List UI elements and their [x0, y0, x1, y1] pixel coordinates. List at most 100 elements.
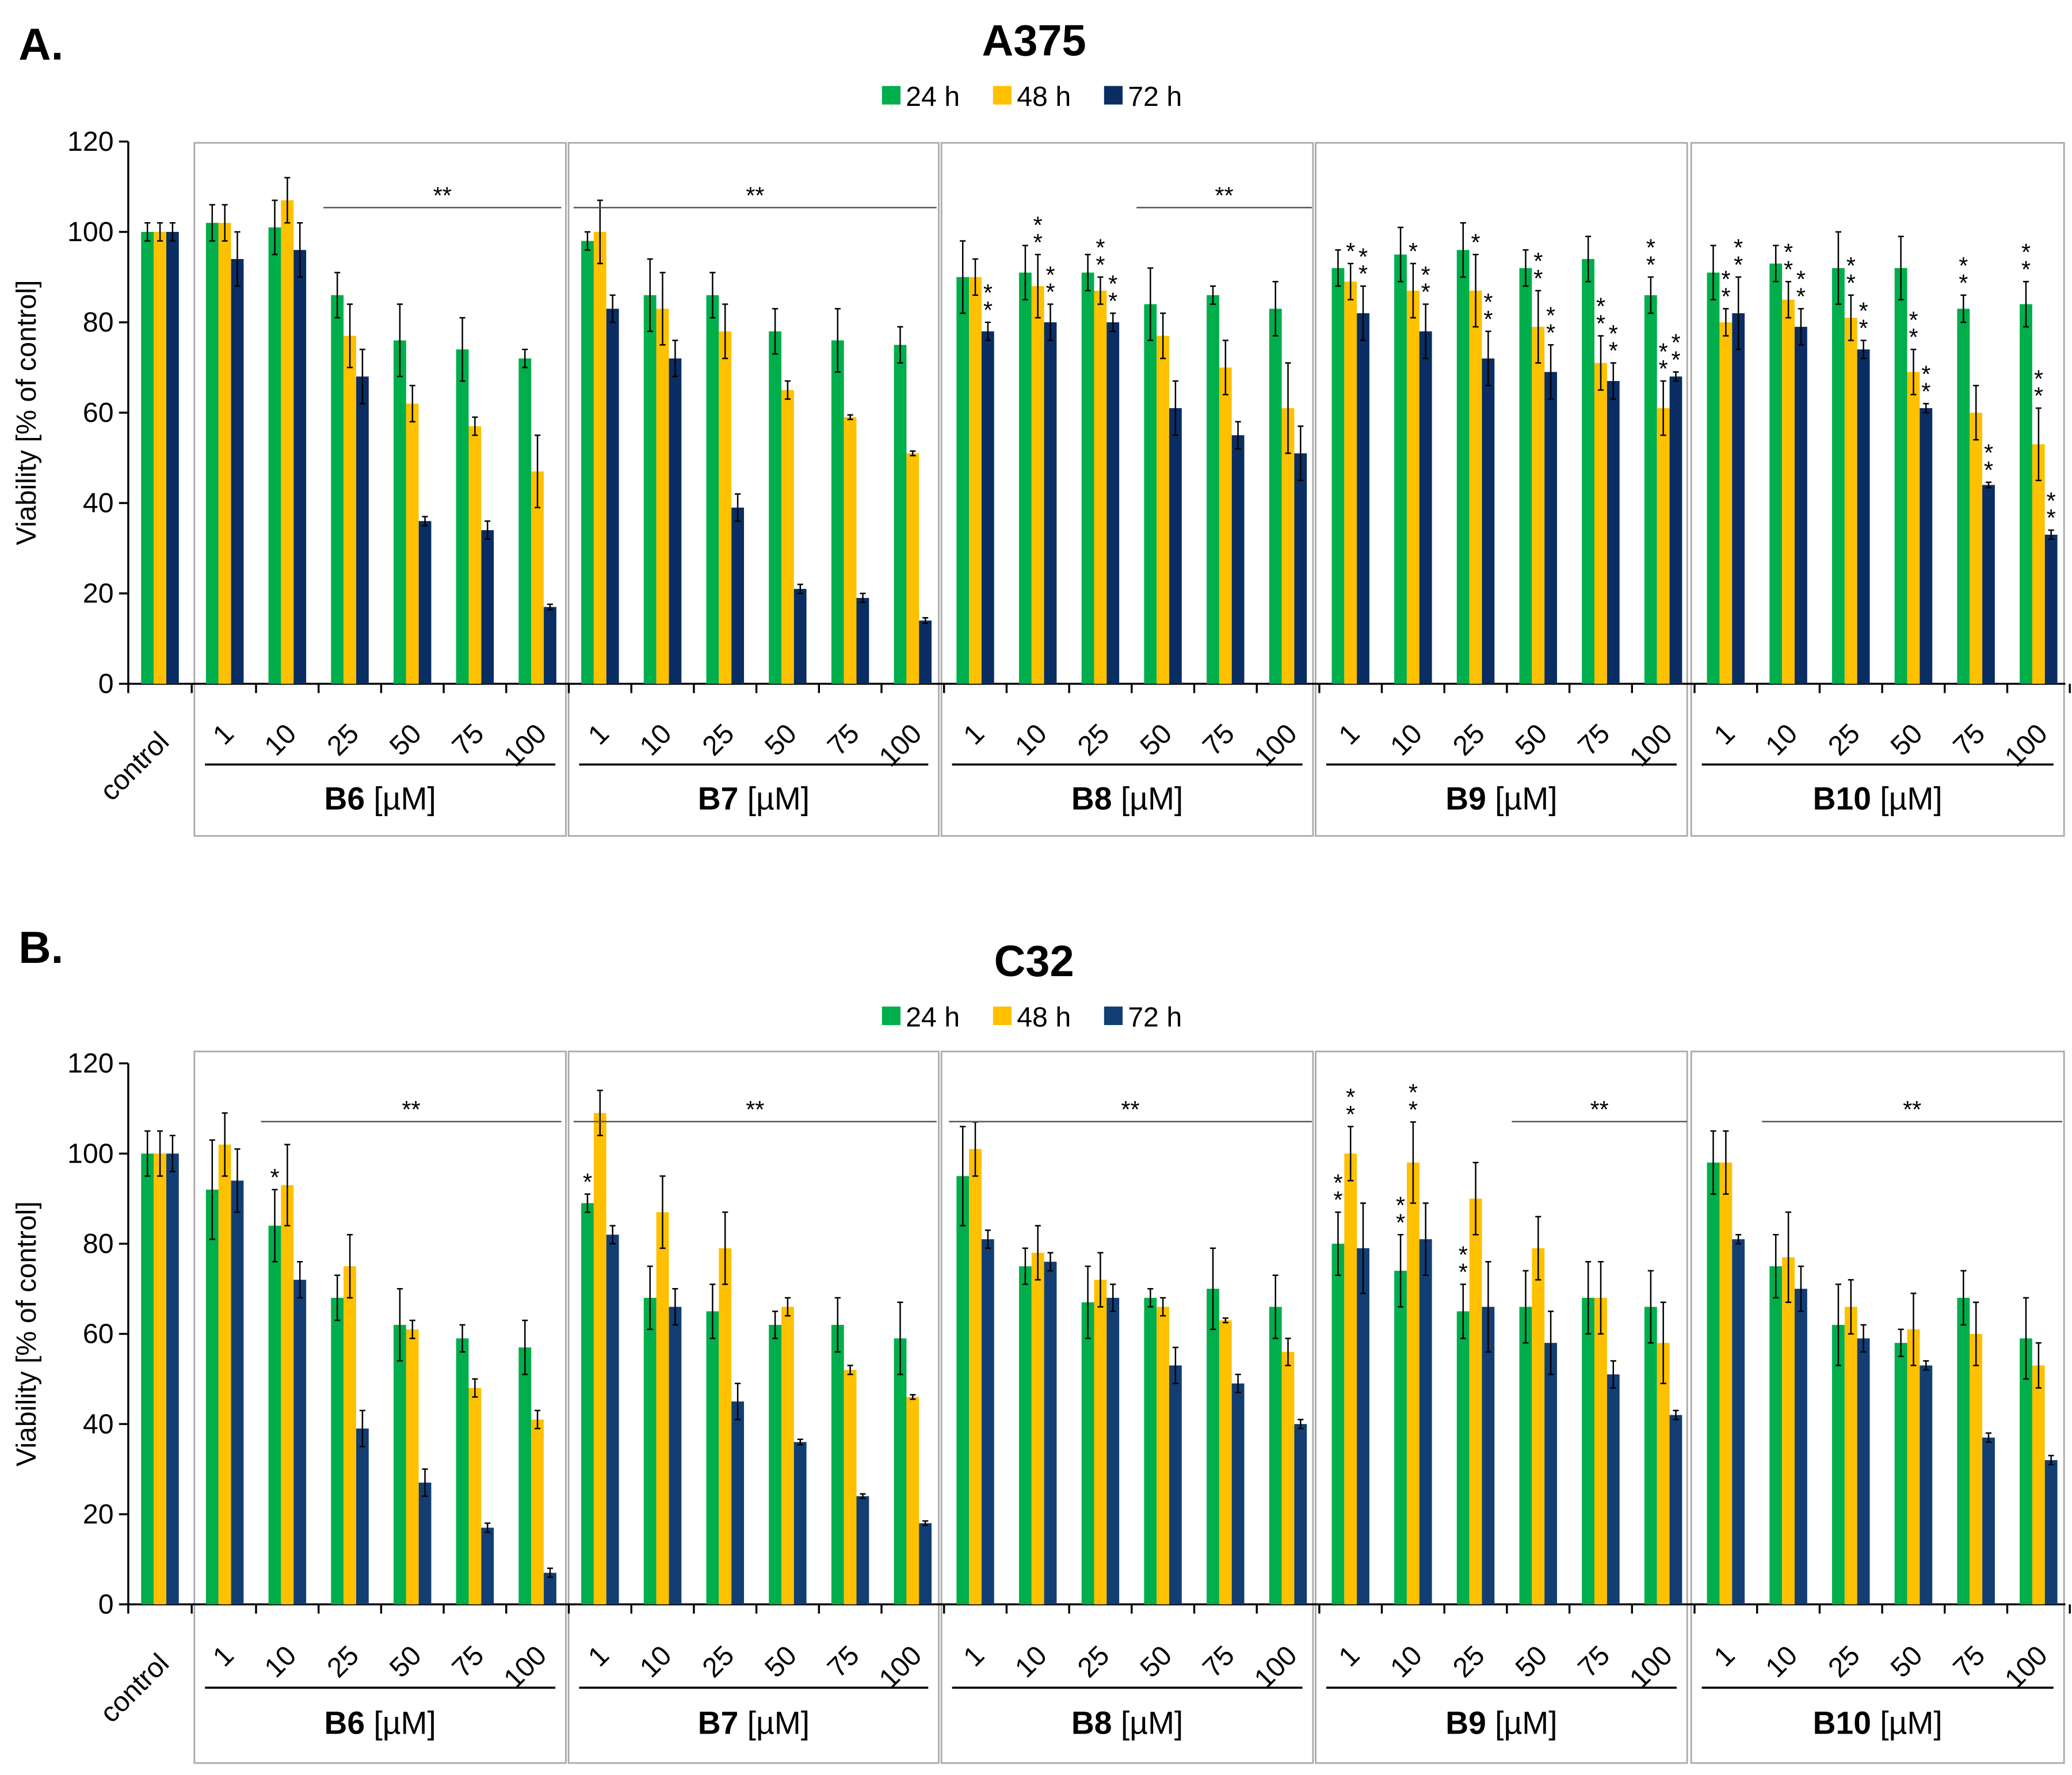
- significance-star: *: [1846, 253, 1856, 279]
- significance-star: *: [1984, 457, 1993, 483]
- bar-control-72h: [166, 1153, 179, 1605]
- bar-b8-10-72h: [1044, 322, 1057, 684]
- bar-b10-75-24h: [1957, 308, 1970, 684]
- significance-star: *: [1033, 229, 1043, 256]
- x-tick-label-concentration: 1: [582, 718, 615, 751]
- bar-b7-100-72h: [919, 1523, 932, 1605]
- bar-b8-1-48h: [969, 277, 982, 684]
- bar-b9-100-24h: [1644, 295, 1657, 684]
- bar-b8-100-24h: [1269, 1307, 1282, 1605]
- bar-b6-50-72h: [418, 1483, 432, 1605]
- bar-b10-25-48h: [1844, 318, 1857, 684]
- bar-b8-100-24h: [1269, 308, 1282, 684]
- bar-b7-25-24h: [706, 1311, 719, 1605]
- x-tick-label-concentration: 10: [634, 718, 677, 761]
- group-label-b9: B9 [µM]: [1445, 780, 1557, 816]
- x-tick-label-concentration: 75: [1197, 1640, 1241, 1683]
- bar-b9-25-72h: [1482, 358, 1495, 684]
- y-tick-label: 120: [67, 126, 114, 157]
- bar-b8-50-72h: [1169, 408, 1182, 684]
- significance-star: *: [1108, 288, 1117, 314]
- legend-label-48h: 48 h: [1017, 81, 1071, 112]
- group-label-b10: B10 [µM]: [1813, 780, 1943, 816]
- x-tick-label-concentration: 1: [207, 718, 240, 751]
- bar-b7-100-24h: [894, 345, 907, 684]
- x-tick-label-concentration: 75: [1197, 718, 1241, 761]
- significance-star: *: [1984, 440, 1993, 466]
- significance-star: *: [1646, 235, 1655, 261]
- significance-star: *: [2021, 256, 2031, 283]
- bar-b7-10-48h: [656, 1212, 669, 1605]
- bar-b9-75-48h: [1594, 1297, 1607, 1605]
- bar-control-24h: [141, 231, 154, 684]
- bar-b6-75-72h: [481, 530, 494, 684]
- group-box-b9: [1315, 142, 1688, 837]
- significance-star: *: [1409, 1080, 1418, 1106]
- bar-b6-50-24h: [394, 340, 406, 684]
- significance-star: *: [1546, 319, 1555, 346]
- x-tick-label-concentration: 10: [1009, 718, 1053, 761]
- group-box-b6: [193, 142, 567, 837]
- y-tick-label: 0: [98, 668, 114, 699]
- significance-star: *: [1596, 294, 1605, 320]
- x-tick-label-concentration: 10: [1009, 1640, 1053, 1683]
- significance-star: *: [1483, 306, 1493, 333]
- bar-b8-100-48h: [1281, 1351, 1295, 1605]
- significance-star: *: [1396, 1193, 1405, 1219]
- bar-b7-10-72h: [669, 1307, 682, 1605]
- significance-star: *: [1409, 1097, 1418, 1123]
- x-tick-label-concentration: 75: [446, 718, 490, 761]
- bar-b10-25-48h: [1844, 1307, 1857, 1605]
- bar-b6-50-48h: [406, 1329, 419, 1605]
- significance-star: *: [1459, 1242, 1468, 1269]
- y-tick-label: 100: [67, 216, 114, 247]
- x-tick-label-concentration: 50: [759, 718, 803, 761]
- bar-b9-75-72h: [1607, 1374, 1620, 1605]
- bar-b8-75-72h: [1231, 435, 1245, 684]
- bar-b6-100-72h: [544, 607, 556, 684]
- significance-star: *: [1659, 338, 1668, 365]
- x-tick-label-concentration: 100: [1999, 1640, 2054, 1694]
- bar-b8-25-24h: [1081, 272, 1094, 684]
- x-tick-label-concentration: 100: [498, 1640, 552, 1694]
- bar-b9-10-24h: [1394, 1270, 1407, 1605]
- bar-b6-10-72h: [293, 250, 307, 684]
- bar-b7-10-24h: [643, 295, 657, 684]
- significance-star: *: [983, 297, 993, 323]
- group-label-b7: B7 [µM]: [698, 780, 810, 816]
- bar-b9-10-48h: [1407, 291, 1420, 684]
- x-tick-label-concentration: 1: [1333, 718, 1365, 751]
- bar-b6-25-72h: [356, 1429, 369, 1605]
- bar-b10-100-24h: [2020, 304, 2032, 684]
- bar-b7-25-72h: [731, 507, 744, 684]
- significance-label: **: [1903, 1096, 1921, 1123]
- bar-b9-1-72h: [1357, 313, 1369, 684]
- bar-b6-10-48h: [281, 200, 294, 684]
- bar-b10-50-24h: [1894, 268, 1907, 684]
- significance-star: *: [1045, 262, 1055, 288]
- bar-b7-1-48h: [593, 231, 606, 684]
- legend-swatch-48h: [993, 1006, 1012, 1025]
- significance-star: *: [2047, 487, 2056, 514]
- bar-b8-25-72h: [1106, 322, 1120, 684]
- bar-b6-1-48h: [218, 1144, 231, 1605]
- bar-b9-10-48h: [1407, 1162, 1420, 1605]
- x-tick-label-concentration: 50: [1884, 718, 1928, 761]
- legend-label-72h: 72 h: [1128, 1001, 1182, 1033]
- x-tick-label-concentration: 75: [1947, 1640, 1991, 1683]
- bar-b10-50-48h: [1907, 372, 1920, 684]
- bar-b7-50-48h: [781, 1307, 794, 1605]
- x-tick-label-concentration: 50: [1134, 718, 1178, 761]
- bar-b7-10-24h: [643, 1297, 657, 1605]
- significance-star: *: [1471, 229, 1480, 256]
- significance-star: *: [1421, 262, 1430, 288]
- bar-b6-10-24h: [268, 227, 281, 684]
- significance-star: *: [1796, 284, 1806, 310]
- bar-b9-50-48h: [1532, 326, 1545, 684]
- bar-b6-10-72h: [293, 1279, 307, 1605]
- bar-b8-25-24h: [1081, 1302, 1094, 1605]
- bar-b7-75-72h: [856, 597, 869, 684]
- x-tick-label-concentration: 25: [1447, 1640, 1491, 1683]
- bar-b10-10-48h: [1782, 299, 1795, 684]
- significance-star: *: [1108, 271, 1117, 298]
